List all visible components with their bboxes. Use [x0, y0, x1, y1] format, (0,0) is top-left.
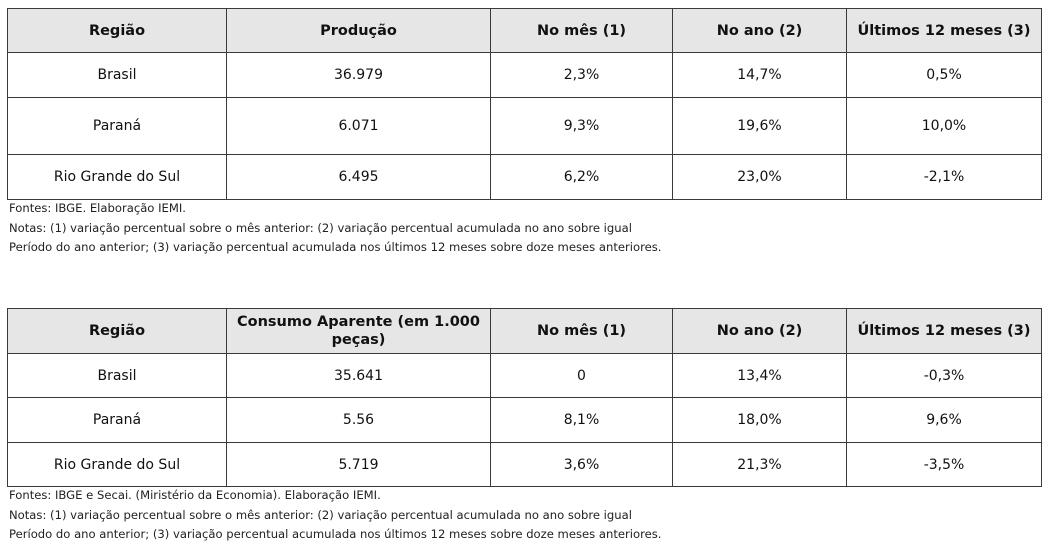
table-row: Paraná 6.071 9,3% 19,6% 10,0% [7, 97, 1042, 155]
cell-no-ano: 21,3% [672, 442, 847, 487]
cell-regiao: Brasil [7, 52, 227, 98]
cell-no-ano: 23,0% [672, 154, 847, 200]
header-row: Região Produção No mês (1) No ano (2) Úl… [7, 8, 1042, 53]
header-no-ano: No ano (2) [672, 308, 847, 354]
table-row: Brasil 35.641 0 13,4% -0,3% [7, 353, 1042, 398]
footnote-source: Fontes: IBGE. Elaboração IEMI. [9, 201, 186, 215]
cell-producao: 6.495 [226, 154, 491, 200]
header-consumo-aparente: Consumo Aparente (em 1.000 peças) [226, 308, 491, 354]
table-row: Brasil 36.979 2,3% 14,7% 0,5% [7, 52, 1042, 98]
footnote-notes-continued: Período do ano anterior; (3) variação pe… [9, 240, 662, 254]
header-ultimos-12-meses: Últimos 12 meses (3) [846, 308, 1042, 354]
header-no-mes: No mês (1) [490, 308, 673, 354]
header-regiao: Região [7, 308, 227, 354]
table1-footnotes: Fontes: IBGE. Elaboração IEMI. Notas: (1… [9, 199, 661, 258]
header-ultimos-12-meses: Últimos 12 meses (3) [846, 8, 1042, 53]
table-row: Rio Grande do Sul 5.719 3,6% 21,3% -3,5% [7, 442, 1042, 487]
cell-regiao: Paraná [7, 97, 227, 155]
cell-no-mes: 8,1% [490, 397, 673, 443]
table-row: Rio Grande do Sul 6.495 6,2% 23,0% -2,1% [7, 154, 1042, 200]
cell-no-ano: 18,0% [672, 397, 847, 443]
cell-no-mes: 2,3% [490, 52, 673, 98]
cell-producao: 36.979 [226, 52, 491, 98]
apparent-consumption-table: Região Consumo Aparente (em 1.000 peças)… [7, 308, 1042, 487]
cell-ultimos-12-meses: -2,1% [846, 154, 1042, 200]
cell-no-ano: 14,7% [672, 52, 847, 98]
cell-ultimos-12-meses: 9,6% [846, 397, 1042, 443]
cell-consumo: 5.56 [226, 397, 491, 443]
cell-ultimos-12-meses: 10,0% [846, 97, 1042, 155]
cell-no-mes: 0 [490, 353, 673, 398]
production-table: Região Produção No mês (1) No ano (2) Úl… [7, 8, 1042, 200]
header-no-ano: No ano (2) [672, 8, 847, 53]
cell-ultimos-12-meses: -3,5% [846, 442, 1042, 487]
header-producao: Produção [226, 8, 491, 53]
cell-ultimos-12-meses: -0,3% [846, 353, 1042, 398]
cell-regiao: Paraná [7, 397, 227, 443]
cell-ultimos-12-meses: 0,5% [846, 52, 1042, 98]
cell-regiao: Rio Grande do Sul [7, 442, 227, 487]
cell-no-mes: 9,3% [490, 97, 673, 155]
cell-regiao: Brasil [7, 353, 227, 398]
table2-footnotes: Fontes: IBGE e Secai. (Miristério da Eco… [9, 486, 661, 545]
cell-no-ano: 13,4% [672, 353, 847, 398]
cell-producao: 6.071 [226, 97, 491, 155]
cell-no-ano: 19,6% [672, 97, 847, 155]
cell-consumo: 35.641 [226, 353, 491, 398]
header-regiao: Região [7, 8, 227, 53]
footnote-notes-continued: Período do ano anterior; (3) variação pe… [9, 527, 662, 541]
footnote-notes: Notas: (1) variação percentual sobre o m… [9, 220, 632, 235]
cell-no-mes: 6,2% [490, 154, 673, 200]
table-row: Paraná 5.56 8,1% 18,0% 9,6% [7, 397, 1042, 443]
header-row: Região Consumo Aparente (em 1.000 peças)… [7, 308, 1042, 354]
cell-no-mes: 3,6% [490, 442, 673, 487]
footnote-notes: Notas: (1) variação percentual sobre o m… [9, 507, 632, 522]
cell-consumo: 5.719 [226, 442, 491, 487]
header-no-mes: No mês (1) [490, 8, 673, 53]
cell-regiao: Rio Grande do Sul [7, 154, 227, 200]
footnote-source: Fontes: IBGE e Secai. (Miristério da Eco… [9, 488, 381, 502]
